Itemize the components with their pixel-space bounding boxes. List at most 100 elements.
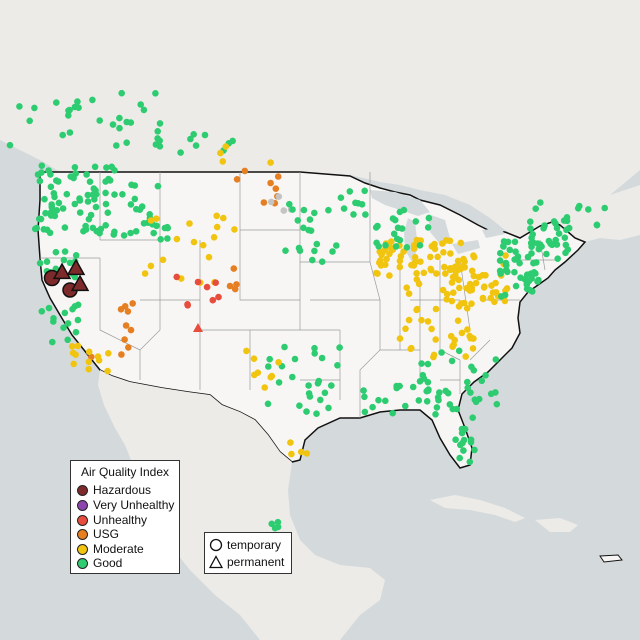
monitor-marker bbox=[41, 195, 48, 203]
puerto-rico-landmass bbox=[599, 554, 623, 563]
monitor-marker bbox=[601, 204, 608, 212]
monitor-marker bbox=[405, 316, 413, 324]
monitor-marker bbox=[402, 402, 409, 410]
monitor-marker bbox=[317, 396, 324, 404]
monitor-marker bbox=[132, 228, 140, 235]
monitor-marker bbox=[261, 384, 269, 391]
monitor-marker bbox=[72, 351, 79, 359]
monitor-marker bbox=[464, 384, 472, 392]
monitor-marker bbox=[150, 229, 157, 237]
monitor-marker bbox=[455, 347, 463, 355]
monitor-marker bbox=[213, 212, 220, 220]
monitor-marker bbox=[118, 351, 125, 358]
monitor-marker bbox=[428, 325, 435, 333]
monitor-marker bbox=[372, 224, 380, 231]
monitor-marker bbox=[230, 265, 238, 272]
monitor-marker bbox=[300, 206, 308, 214]
monitor-marker bbox=[124, 308, 132, 315]
baja-landmass bbox=[98, 370, 150, 480]
monitor-marker bbox=[190, 131, 197, 138]
monitor-marker bbox=[411, 253, 419, 261]
monitor-marker bbox=[512, 282, 520, 290]
monitor-marker bbox=[294, 217, 302, 224]
monitor-marker bbox=[268, 372, 276, 380]
monitor-marker bbox=[337, 194, 345, 201]
monitor-marker bbox=[536, 241, 544, 248]
monitor-marker bbox=[156, 137, 163, 144]
hazardous-swatch bbox=[77, 484, 88, 496]
monitor-marker bbox=[63, 190, 71, 198]
monitor-marker bbox=[593, 221, 601, 229]
monitor-marker bbox=[119, 191, 126, 198]
monitor-marker bbox=[161, 224, 169, 232]
monitor-marker bbox=[231, 285, 239, 293]
monitor-marker bbox=[76, 195, 83, 202]
monitor-marker bbox=[424, 224, 432, 231]
monitor-marker bbox=[389, 409, 397, 417]
monitor-marker bbox=[60, 256, 68, 264]
monitor-marker bbox=[74, 316, 82, 324]
monitor-marker bbox=[229, 137, 236, 145]
monitor-marker bbox=[511, 268, 518, 276]
monitor-marker bbox=[467, 439, 475, 446]
monitor-marker bbox=[71, 164, 79, 171]
monitor-marker bbox=[434, 253, 442, 261]
monitor-marker bbox=[391, 216, 399, 224]
monitor-marker bbox=[76, 209, 84, 216]
monitor-marker bbox=[346, 188, 354, 195]
monitor-marker bbox=[390, 230, 398, 238]
monitor-marker bbox=[561, 234, 569, 241]
monitor-marker bbox=[360, 387, 367, 394]
monitor-marker bbox=[361, 393, 368, 401]
monitor-marker bbox=[219, 158, 227, 165]
monitor-marker bbox=[449, 405, 457, 413]
monitor-marker bbox=[412, 258, 419, 266]
monitor-marker bbox=[133, 205, 140, 213]
monitor-marker bbox=[6, 141, 14, 149]
monitor-marker bbox=[137, 101, 144, 108]
monitor-marker bbox=[396, 263, 404, 271]
monitor-marker bbox=[66, 259, 74, 267]
monitor-marker bbox=[55, 178, 62, 185]
monitor-marker bbox=[432, 411, 439, 418]
circle-icon bbox=[209, 538, 223, 552]
monitor-marker bbox=[475, 273, 483, 281]
monitor-marker bbox=[329, 248, 336, 255]
monitor-marker bbox=[393, 235, 401, 243]
legend-label: Unhealthy bbox=[93, 513, 148, 527]
monitor-marker bbox=[469, 345, 477, 352]
monitor-marker bbox=[450, 341, 458, 349]
monitor-marker bbox=[433, 270, 440, 277]
monitor-marker bbox=[532, 205, 539, 212]
monitor-marker bbox=[110, 231, 118, 238]
monitor-marker bbox=[540, 225, 547, 232]
monitor-marker bbox=[118, 89, 125, 97]
monitor-marker bbox=[547, 240, 554, 247]
monitor-marker bbox=[482, 372, 489, 379]
monitor-marker bbox=[458, 329, 466, 337]
monitor-marker bbox=[438, 349, 445, 356]
monitor-marker bbox=[154, 182, 162, 190]
monitor-marker bbox=[447, 250, 454, 257]
monitor-marker bbox=[127, 326, 135, 334]
monitor-marker bbox=[443, 296, 451, 303]
monitor-marker bbox=[451, 266, 459, 274]
monitor-marker bbox=[502, 261, 510, 268]
monitor-marker bbox=[67, 173, 74, 180]
monitor-marker bbox=[222, 143, 230, 150]
monitor-marker bbox=[502, 252, 509, 259]
monitor-marker bbox=[42, 209, 49, 217]
monitor-marker bbox=[585, 206, 592, 213]
monitor-marker bbox=[318, 354, 326, 362]
type-label: permanent bbox=[227, 555, 285, 569]
monitor-marker bbox=[153, 215, 160, 222]
monitor-marker bbox=[439, 240, 446, 247]
monitor-marker bbox=[47, 208, 55, 216]
legend-item-moderate: Moderate bbox=[77, 542, 144, 556]
monitor-type-legend: temporary permanent bbox=[204, 532, 292, 574]
monitor-marker bbox=[74, 98, 81, 105]
monitor-marker bbox=[442, 270, 449, 277]
monitor-marker bbox=[412, 218, 420, 225]
monitor-marker bbox=[516, 259, 523, 267]
monitor-marker bbox=[413, 236, 421, 244]
